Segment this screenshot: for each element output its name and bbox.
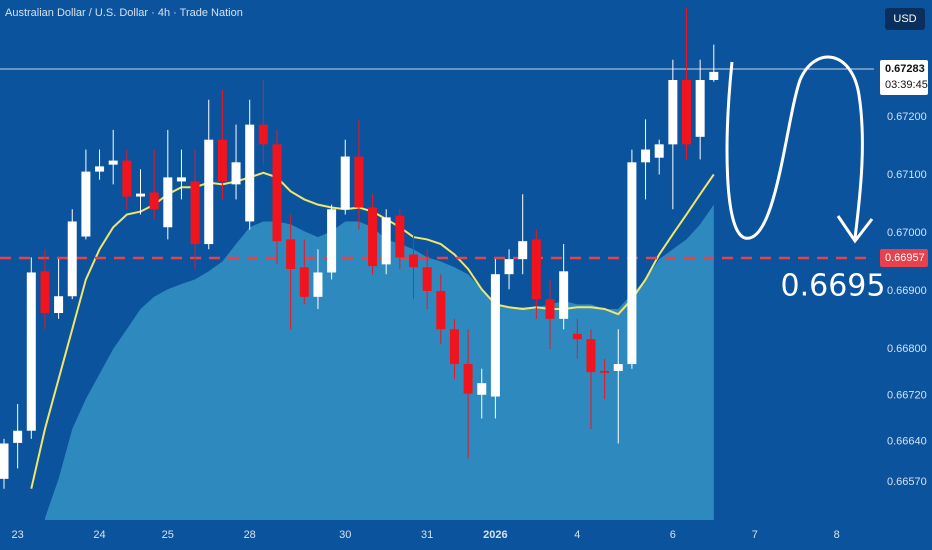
candle-body (641, 149, 651, 163)
candle-body (668, 80, 678, 145)
candle-body (108, 160, 118, 165)
candle-body (613, 364, 623, 372)
candle-body (26, 272, 36, 431)
y-tick-label: 0.66640 (887, 436, 927, 448)
candle-body (586, 339, 596, 373)
candle-body (654, 144, 664, 158)
annotation: 0.6695 (781, 269, 886, 304)
candle-body (531, 239, 541, 300)
candle-body (368, 207, 378, 267)
candle-body (13, 430, 23, 443)
candle-body (313, 272, 323, 297)
candle-body (149, 192, 159, 210)
candle-body (122, 160, 132, 197)
y-tick-label: 0.67200 (887, 111, 927, 123)
level-tag (880, 248, 928, 267)
candle-body (395, 215, 405, 258)
candle-body (176, 177, 186, 182)
candle-body (695, 80, 705, 137)
candle-body (409, 254, 418, 268)
candle-body (709, 71, 719, 80)
candle-body (95, 166, 105, 172)
candle-body (217, 139, 227, 182)
arrow-head (836, 215, 874, 244)
forecast-arrow (725, 55, 864, 240)
y-tick-label: 0.67000 (887, 227, 927, 239)
area (44, 204, 714, 520)
candle-body (136, 193, 145, 197)
candle-body (545, 299, 555, 319)
candle-body (245, 124, 255, 222)
y-tick-label: 0.66570 (887, 476, 927, 488)
currency-button[interactable] (885, 8, 925, 30)
y-tick-label: 0.66800 (887, 343, 927, 355)
candle-body (190, 181, 200, 245)
candle-body (204, 139, 214, 245)
x-tick-label: 8 (834, 529, 840, 541)
last-price-label: 0.67283 (885, 63, 925, 75)
candle-body (627, 162, 637, 365)
candle-body (0, 443, 9, 479)
candle-body (54, 296, 64, 314)
x-tick-label: 6 (670, 529, 676, 541)
candle-body (286, 239, 296, 269)
candle-body (682, 80, 691, 145)
y-tick-label: 0.67100 (887, 169, 927, 181)
candle-body (572, 333, 582, 340)
plot (0, 8, 874, 520)
x-tick-label: 2026 (483, 529, 507, 541)
level-label: 0.66957 (885, 252, 925, 264)
candle-body (449, 329, 459, 365)
x-tick-label: 28 (244, 529, 256, 541)
x-tick-label: 30 (339, 529, 351, 541)
candle-body (559, 271, 569, 319)
y-tick-label: 0.66900 (887, 285, 927, 297)
candle-body (518, 241, 528, 260)
candle-body (258, 124, 268, 145)
candle-body (272, 144, 282, 242)
x-tick-label: 31 (421, 529, 433, 541)
x-tick-label: 24 (93, 529, 105, 541)
candle-body (504, 259, 514, 275)
candle-body (67, 221, 77, 297)
candle-body (354, 156, 364, 208)
x-tick-label: 25 (162, 529, 174, 541)
last-price-tag (880, 59, 928, 95)
candle-body (327, 209, 337, 273)
candle-body (490, 274, 500, 397)
x-tick-label: 7 (752, 529, 758, 541)
candle-body (299, 267, 309, 297)
candle-body (422, 267, 432, 292)
candle-body (163, 177, 173, 228)
currency-label[interactable]: USD (893, 13, 916, 25)
candle-body (463, 364, 473, 394)
candle-body (340, 156, 350, 210)
candle-body (40, 271, 50, 314)
chart-title: Australian Dollar / U.S. Dollar · 4h · T… (5, 7, 243, 19)
countdown-label: 03:39:45 (885, 79, 928, 91)
candle-body (381, 217, 391, 265)
candle-body (231, 162, 241, 185)
candle-body (600, 371, 610, 373)
y-tick-label: 0.66720 (887, 389, 927, 401)
x-tick-label: 4 (574, 529, 580, 541)
candle-body (81, 171, 91, 237)
candle-body (436, 291, 446, 330)
x-tick-label: 23 (12, 529, 24, 541)
candle-body (477, 383, 487, 395)
